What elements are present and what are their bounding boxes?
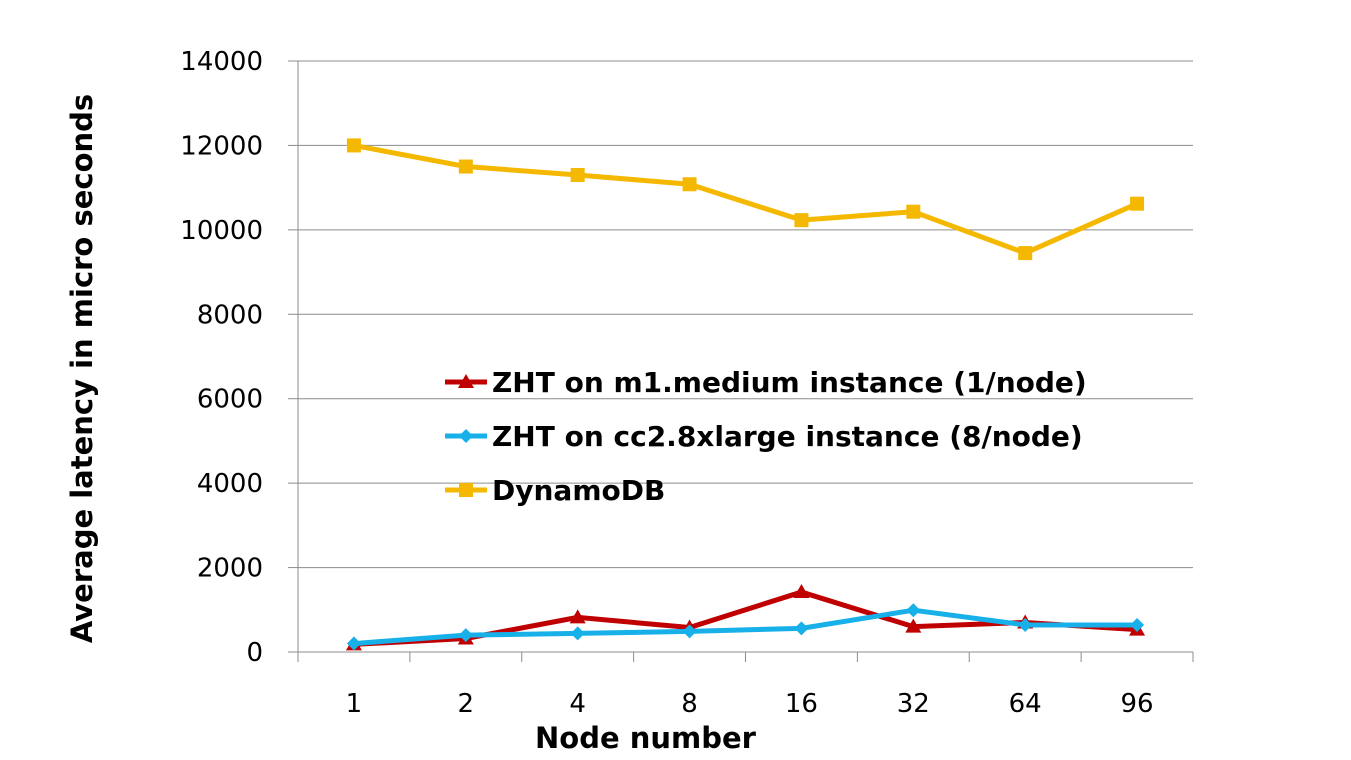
- y-tick-label: 2000: [197, 554, 263, 584]
- data-point: [793, 584, 810, 599]
- x-tick-label: 64: [1009, 689, 1042, 719]
- series-1: [346, 603, 1145, 651]
- data-point: [458, 159, 473, 174]
- legend-swatch-marker: [459, 483, 473, 497]
- legend-label: ZHT on cc2.8xlarge instance (8/node): [492, 420, 1083, 453]
- legend-entry: ZHT on m1.medium instance (1/node): [445, 366, 1087, 399]
- data-point: [794, 621, 809, 636]
- legend: ZHT on m1.medium instance (1/node) ZHT on…: [445, 366, 1087, 507]
- x-axis-title: Node number: [535, 721, 757, 755]
- x-tick-label: 1: [346, 689, 363, 719]
- data-series: [345, 138, 1146, 651]
- data-point: [1130, 196, 1145, 211]
- data-point: [346, 636, 361, 651]
- data-point: [570, 167, 585, 182]
- y-tick-label: 4000: [197, 469, 263, 499]
- data-point: [905, 618, 922, 633]
- y-tick-label: 10000: [180, 216, 263, 246]
- series-line: [353, 142, 1139, 256]
- data-point: [569, 609, 586, 624]
- legend-entry: DynamoDB: [445, 474, 665, 507]
- y-tick-label: 14000: [180, 47, 263, 77]
- gridlines: [298, 60, 1193, 569]
- x-tick-label: 8: [681, 689, 698, 719]
- y-axis-title: Average latency in micro seconds: [65, 94, 99, 643]
- y-tick-label: 12000: [180, 131, 263, 161]
- data-point: [794, 213, 809, 228]
- legend-label: DynamoDB: [492, 474, 665, 507]
- data-point: [906, 603, 921, 618]
- data-point: [458, 628, 473, 643]
- y-tick-label: 0: [246, 638, 263, 668]
- axes: [288, 60, 1194, 662]
- y-tick-labels: 0 2000 4000 6000 8000 10000 12000 14000: [180, 47, 263, 668]
- x-tick-label: 16: [785, 689, 818, 719]
- data-point: [682, 177, 697, 192]
- legend-label: ZHT on m1.medium instance (1/node): [492, 366, 1087, 399]
- data-point: [346, 138, 361, 153]
- x-tick-labels: 1 2 4 8 16 32 64 96: [346, 689, 1154, 719]
- data-point: [1018, 617, 1033, 632]
- legend-entry: ZHT on cc2.8xlarge instance (8/node): [445, 420, 1083, 453]
- y-tick-label: 6000: [197, 385, 263, 415]
- data-point: [570, 626, 585, 641]
- x-tick-label: 96: [1121, 689, 1154, 719]
- data-point: [1018, 246, 1033, 261]
- legend-swatch-marker: [458, 374, 474, 388]
- x-tick-label: 2: [458, 689, 475, 719]
- x-tick-label: 32: [897, 689, 930, 719]
- series-2: [346, 138, 1145, 261]
- series-line: [353, 607, 1138, 647]
- data-point: [906, 204, 921, 219]
- legend-swatch-marker: [459, 429, 473, 443]
- y-tick-label: 8000: [197, 300, 263, 330]
- data-point: [1130, 617, 1145, 632]
- data-point: [682, 624, 697, 639]
- x-tick-label: 4: [569, 689, 586, 719]
